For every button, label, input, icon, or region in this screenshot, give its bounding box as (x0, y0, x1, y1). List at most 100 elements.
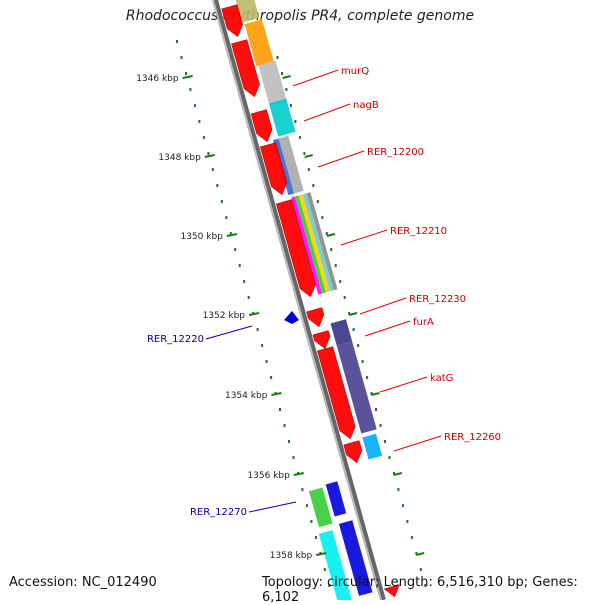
gene-label-leader (205, 325, 253, 340)
forward-gene-arrow (275, 199, 316, 298)
gene-label-leader (364, 320, 411, 337)
reverse-gene-blue2 (338, 520, 373, 596)
gene-label-leader (359, 297, 407, 315)
tick-dot-right (370, 392, 373, 395)
tick-dot-left (310, 520, 313, 523)
tick-dot-right (379, 424, 382, 427)
tick-dot-right (312, 184, 315, 187)
tick-dot-left (314, 536, 317, 539)
tick-dot-right (357, 344, 360, 347)
cog-band-cyan (268, 98, 296, 137)
forward-gene-arrow (343, 440, 363, 464)
major-tick (248, 312, 260, 316)
major-tick (226, 233, 238, 237)
gene-label-leader (317, 150, 365, 168)
gene-label-forward: katG (430, 373, 453, 384)
tick-dot-left (176, 40, 178, 43)
tick-label: 1356 kbp (247, 471, 290, 481)
tick-dot-right (289, 104, 292, 107)
topology-text: Topology: circular; Length: 6,516,310 bp… (262, 575, 578, 605)
forward-gene-arrow (221, 4, 243, 38)
page-title: Rhodococcus erythropolis PR4, complete g… (125, 8, 475, 24)
gene-label-forward: murQ (341, 66, 369, 77)
tick-dot-right (397, 488, 400, 491)
tick-dot-left (247, 296, 250, 299)
tick-dot-left (207, 152, 210, 155)
tick-dot-right (330, 248, 333, 251)
tick-dot-left (265, 360, 268, 363)
tick-label: 1350 kbp (180, 232, 223, 242)
reverse-gene-blue1 (325, 481, 347, 517)
tick-dot-right (303, 152, 306, 155)
forward-gene-arrow (317, 346, 356, 440)
tick-dot-left (180, 56, 183, 59)
gene-label-reverse: RER_12270 (190, 507, 247, 518)
tick-dot-right (419, 568, 422, 571)
tick-dot-left (328, 584, 331, 587)
forward-gene-arrow (306, 307, 325, 328)
tick-dot-right (384, 440, 386, 443)
gene-label-forward: furA (413, 317, 434, 328)
tick-dot-right (401, 504, 404, 507)
tick-dot-right (352, 328, 355, 331)
tick-dot-left (198, 120, 201, 123)
tick-dot-left (193, 104, 196, 107)
tick-dot-right (325, 232, 328, 235)
gene-label-leader (379, 376, 428, 393)
tick-dot-right (406, 520, 409, 523)
tick-dot-right (410, 536, 413, 539)
tick-dot-left (202, 136, 205, 139)
reverse-gene-green (309, 487, 333, 528)
tick-dot-left (216, 184, 219, 187)
tick-dot-left (283, 424, 286, 427)
tick-dot-right (285, 88, 288, 91)
gene-label-leader (340, 229, 388, 246)
cog-band-khaki (235, 0, 260, 23)
gene-label-leader (303, 103, 351, 122)
tick-dot-left (229, 232, 232, 235)
cog-band-teal (302, 193, 334, 292)
tick-label: 1354 kbp (225, 391, 268, 401)
tick-dot-left (211, 168, 214, 171)
forward-gene-arrow (383, 584, 400, 598)
major-tick-right (393, 472, 403, 476)
forward-gene-arrow (312, 330, 331, 350)
tick-label: 1346 kbp (136, 74, 179, 84)
tick-dot-left (256, 328, 259, 331)
tick-dot-right (375, 408, 377, 411)
tick-dot-right (334, 264, 337, 267)
tick-dot-right (366, 376, 369, 379)
tick-dot-right (424, 584, 427, 587)
tick-dot-left (305, 504, 308, 507)
cog-band-gray3 (306, 192, 338, 291)
gene-band-blue-rer12260 (362, 433, 383, 460)
major-tick-right (371, 392, 380, 396)
tick-dot-right (415, 552, 418, 555)
tick-dot-left (279, 408, 281, 411)
cog-band-yellow (298, 194, 330, 293)
genome-backbone-highlight (212, 0, 382, 600)
forward-gene-arrow (250, 109, 273, 143)
tick-dot-right (361, 360, 364, 363)
tick-dot-left (234, 248, 237, 251)
major-tick-right (415, 552, 425, 556)
major-tick (204, 154, 215, 158)
cog-band-gray2 (278, 135, 304, 194)
tick-dot-left (225, 216, 228, 219)
tick-dot-left (243, 280, 246, 283)
forward-gene-arrow (231, 39, 260, 98)
gene-label-reverse: RER_12220 (147, 334, 204, 345)
major-tick (316, 552, 327, 556)
tick-dot-right (388, 456, 391, 459)
cog-band-green (295, 195, 326, 294)
tick-dot-left (261, 344, 264, 347)
gene-label-forward: RER_12230 (409, 294, 466, 305)
tick-dot-right (393, 472, 395, 475)
gene-label-forward: RER_12210 (390, 226, 447, 237)
tick-dot-right (281, 72, 283, 75)
major-tick (293, 472, 304, 476)
tick-dot-left (288, 440, 290, 443)
tick-dot-left (238, 264, 241, 267)
major-tick (182, 75, 193, 79)
